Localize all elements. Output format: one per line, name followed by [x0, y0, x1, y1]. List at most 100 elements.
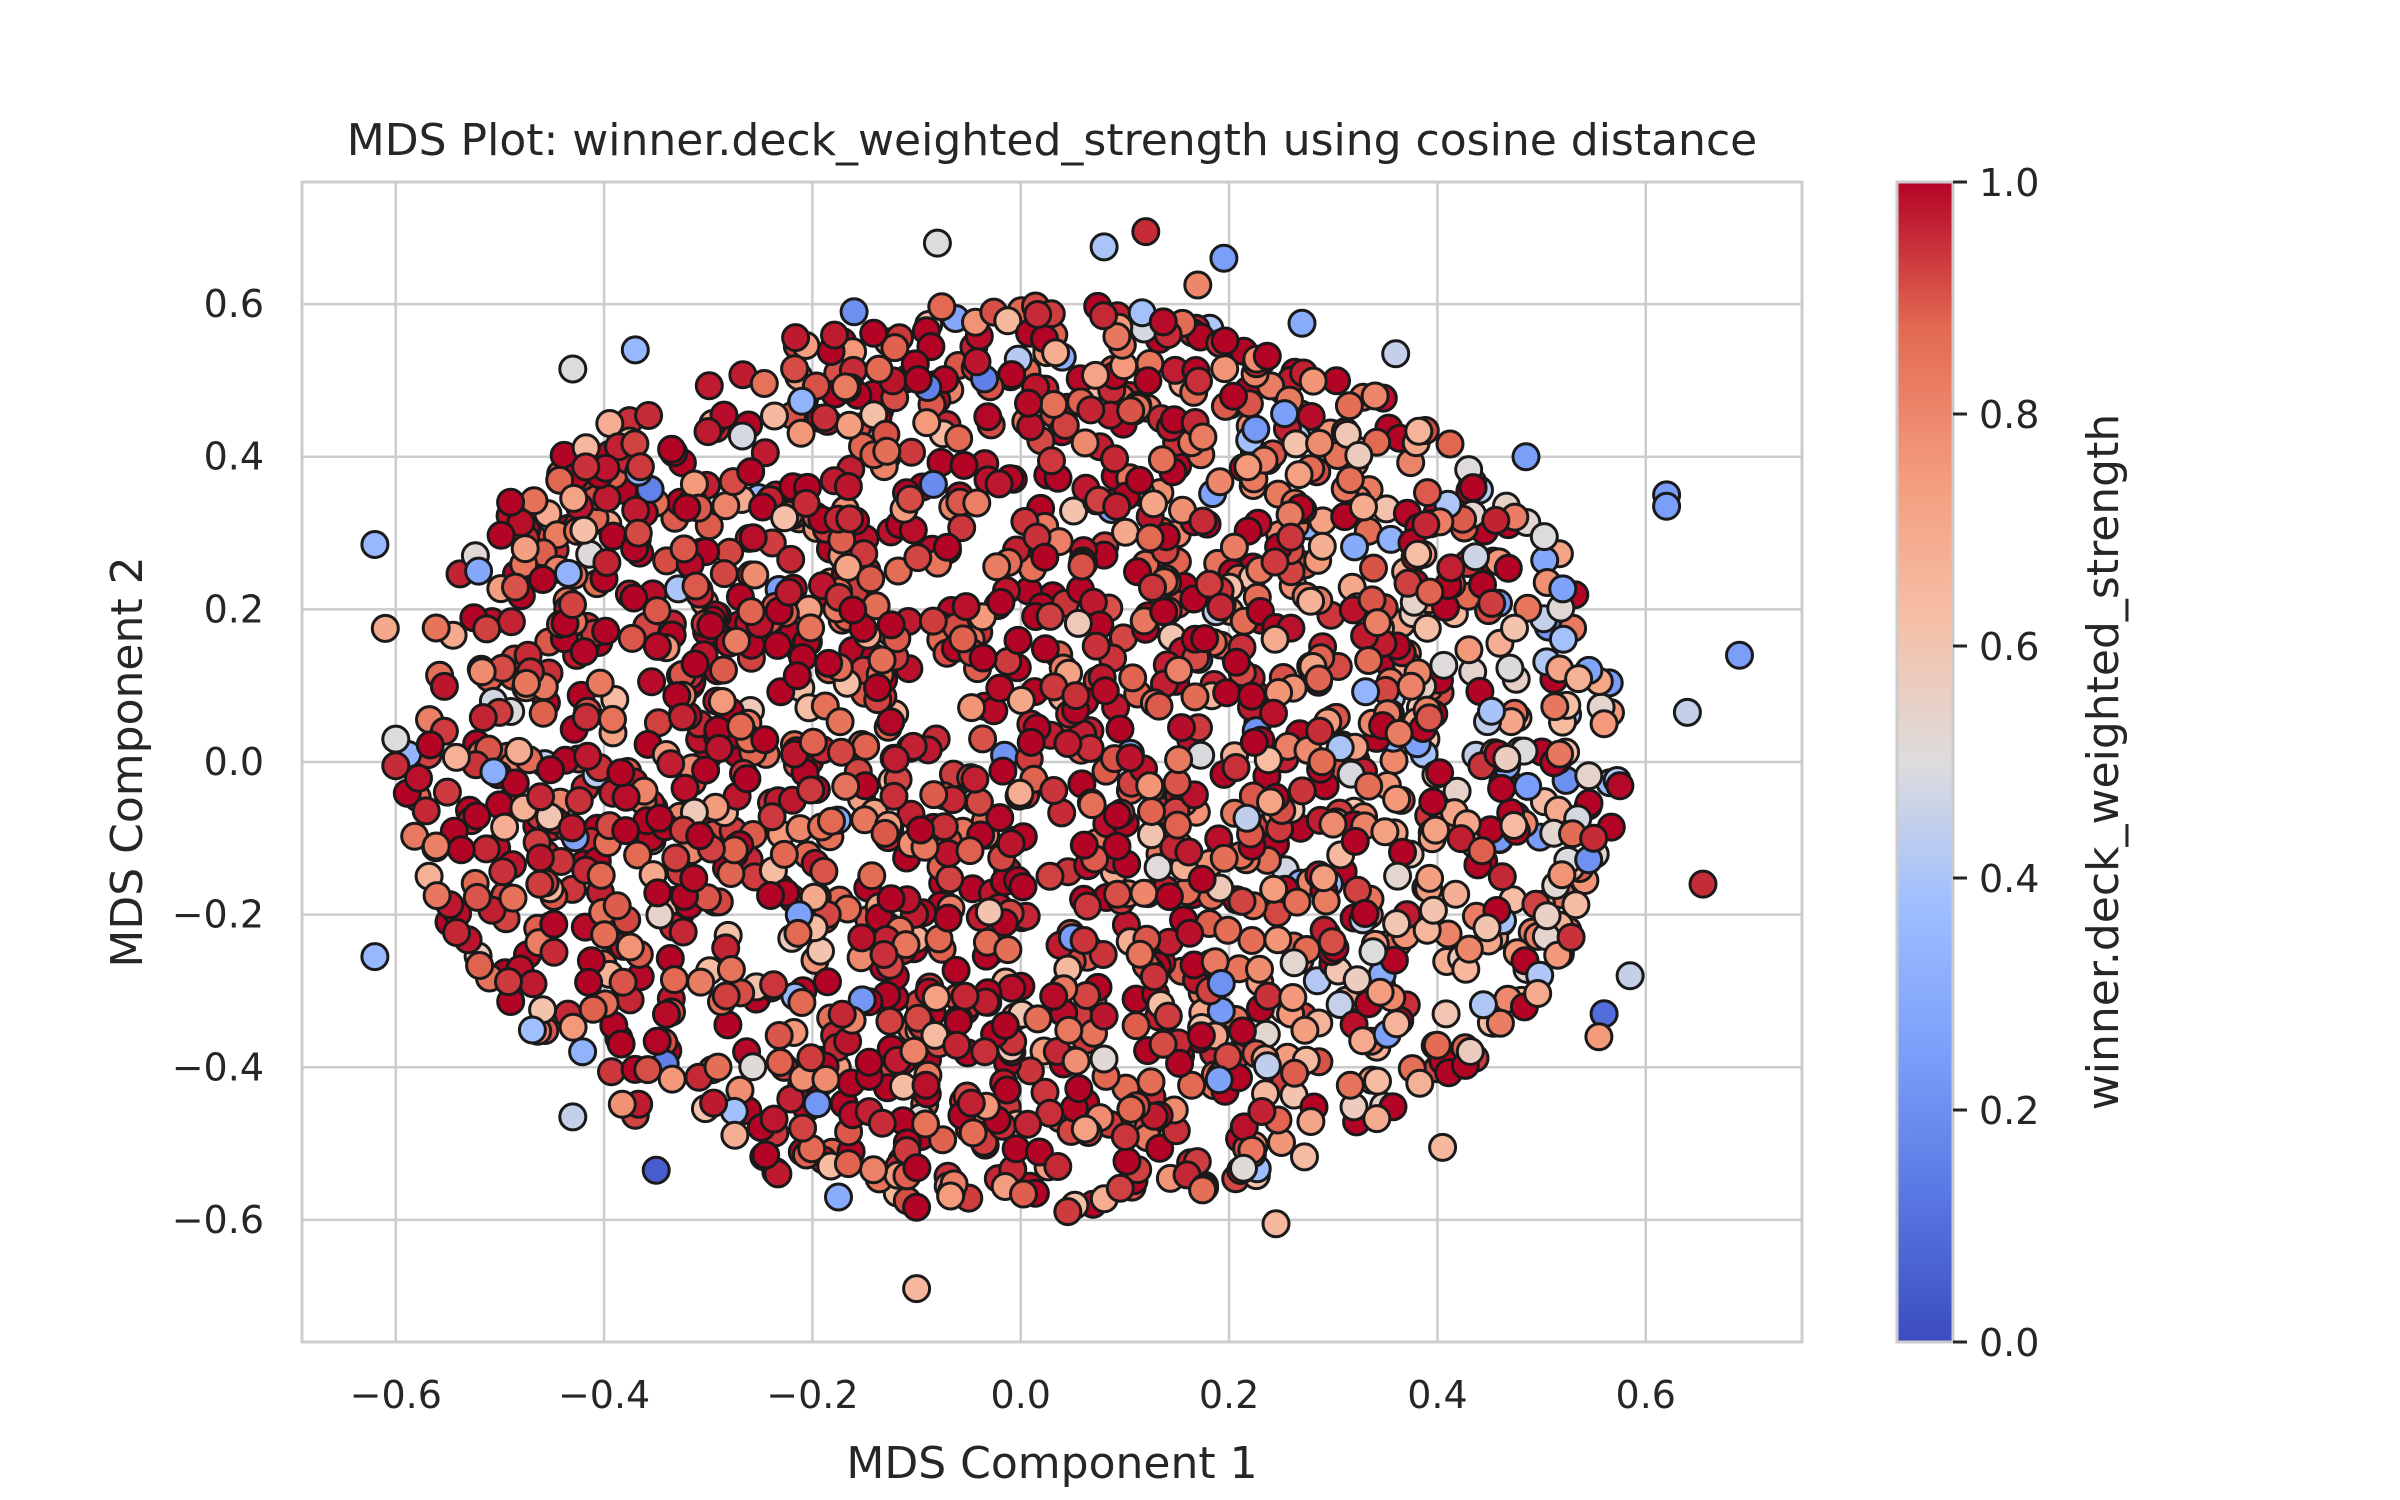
scatter-point	[1513, 771, 1543, 801]
scatter-point	[668, 917, 698, 947]
scatter-point	[1276, 522, 1306, 552]
scatter-point	[679, 863, 709, 893]
scatter-point	[1188, 506, 1218, 536]
scatter-point	[796, 613, 826, 643]
scatter-point	[1030, 542, 1060, 572]
scatter-point	[903, 543, 933, 573]
scatter-point	[642, 1026, 672, 1056]
scatter-point	[1335, 1070, 1365, 1100]
scatter-point	[598, 704, 627, 734]
scatter-point	[1041, 338, 1071, 368]
scatter-point	[1227, 1016, 1257, 1046]
scatter-point	[1415, 577, 1445, 607]
scatter-point	[774, 577, 804, 607]
scatter-point	[1348, 1026, 1378, 1056]
scatter-point	[1175, 918, 1205, 948]
scatter-point	[1204, 1065, 1234, 1095]
scatter-point	[421, 613, 451, 643]
scatter-point	[751, 1140, 781, 1170]
scatter-point	[1039, 981, 1069, 1011]
scatter-point	[1145, 1133, 1175, 1163]
scatter-point	[1561, 890, 1591, 920]
scatter-point	[902, 1274, 932, 1304]
scatter-point	[740, 560, 770, 590]
y-tick-label: −0.4	[172, 1045, 264, 1089]
scatter-point	[1279, 948, 1309, 978]
scatter-point	[558, 354, 588, 384]
scatter-point	[645, 803, 674, 833]
scatter-point	[1280, 1058, 1310, 1088]
scatter-point	[525, 869, 555, 899]
scatter-point	[606, 758, 636, 788]
scatter-point	[441, 742, 471, 772]
scatter-point	[1263, 925, 1293, 955]
colorbar-label: winner.deck_weighted_strength	[2078, 414, 2129, 1110]
scatter-point	[867, 1108, 897, 1138]
scatter-point	[1245, 954, 1274, 984]
scatter-point	[984, 469, 1014, 499]
scatter-point	[1116, 396, 1146, 426]
scatter-point	[756, 881, 785, 910]
scatter-point	[1458, 473, 1488, 503]
scatter-point	[749, 369, 779, 398]
scatter-point	[802, 1089, 832, 1119]
scatter-point	[643, 878, 673, 908]
scatter-point	[360, 530, 390, 559]
scatter-points	[360, 217, 1754, 1304]
scatter-point	[970, 1037, 1000, 1067]
scatter-point	[586, 860, 616, 890]
scatter-point	[1382, 784, 1412, 814]
scatter-point	[1180, 682, 1210, 712]
scatter-point	[1428, 1132, 1458, 1162]
scatter-point	[985, 673, 1015, 703]
scatter-point	[1148, 307, 1178, 337]
scatter-point	[1147, 445, 1177, 475]
scatter-point	[1252, 1051, 1282, 1081]
scatter-point	[1309, 863, 1339, 893]
scatter-point	[360, 942, 390, 972]
scatter-point	[948, 624, 978, 654]
scatter-point	[859, 1155, 888, 1185]
scatter-point	[960, 764, 990, 794]
scatter-point	[1334, 391, 1364, 421]
scatter-point	[933, 903, 963, 933]
scatter-point	[694, 371, 724, 401]
scatter-point	[1317, 927, 1347, 957]
scatter-point	[831, 771, 861, 801]
scatter-point	[501, 572, 530, 602]
scatter-point	[1431, 999, 1461, 1029]
scatter-point	[854, 1047, 884, 1077]
scatter-point	[776, 544, 806, 574]
scatter-point	[1340, 826, 1370, 856]
y-tick-label: 0.4	[204, 435, 264, 479]
scatter-point	[958, 1118, 988, 1148]
scatter-point	[716, 859, 746, 888]
scatter-point	[1190, 624, 1220, 654]
scatter-point	[381, 724, 411, 754]
scatter-point	[1077, 790, 1107, 820]
plot-border	[300, 180, 1804, 1344]
scatter-point	[1418, 787, 1448, 817]
scatter-point	[1278, 983, 1308, 1012]
scatter-point	[770, 503, 800, 533]
scatter-point	[488, 857, 518, 887]
scatter-point	[1219, 532, 1249, 562]
scatter-point	[780, 354, 810, 384]
scatter-point	[1363, 1066, 1392, 1096]
colorbar-tick-label: 0.6	[1979, 625, 2039, 669]
scatter-point	[716, 955, 746, 984]
scatter-point	[835, 504, 865, 534]
scatter-point	[1290, 1142, 1319, 1172]
scatter-point	[1232, 803, 1262, 833]
scatter-point	[1188, 1175, 1218, 1205]
scatter-point	[536, 755, 565, 785]
scatter-point	[1349, 492, 1378, 522]
scatter-point	[921, 983, 951, 1012]
scatter-point	[997, 360, 1027, 390]
scatter-point	[685, 821, 715, 851]
scatter-point	[1143, 853, 1173, 882]
scatter-point	[880, 744, 910, 774]
scatter-point	[686, 967, 716, 997]
scatter-point	[1290, 1015, 1320, 1045]
colorbar-tick-label: 0.4	[1979, 857, 2039, 901]
